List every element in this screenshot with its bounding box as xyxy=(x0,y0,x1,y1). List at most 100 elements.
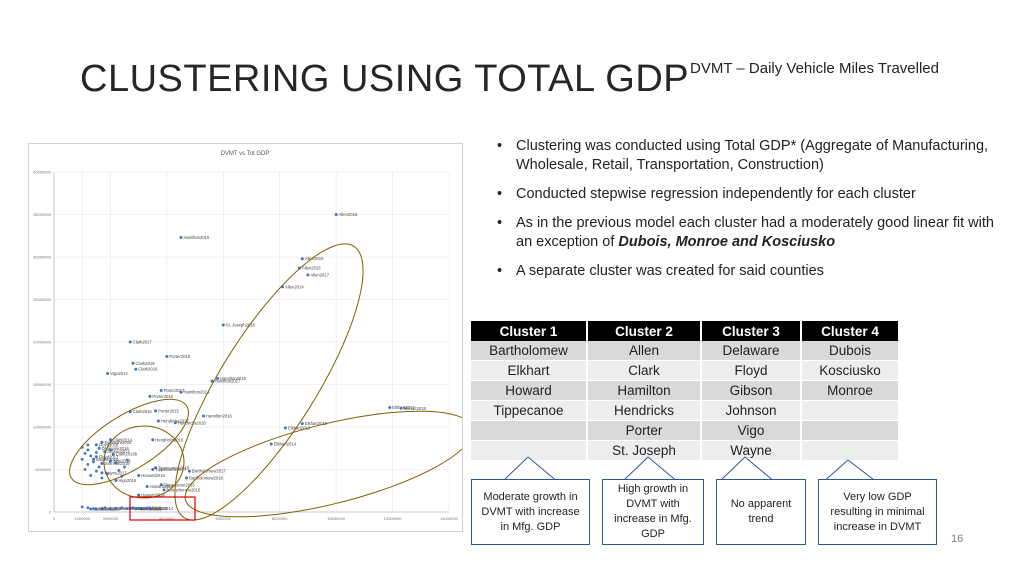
data-point xyxy=(159,388,163,392)
data-point xyxy=(399,406,403,410)
table-cell xyxy=(801,420,900,441)
data-point-label: Allen2014 xyxy=(285,284,304,289)
y-tick-label: 30000000 xyxy=(33,255,52,260)
data-point xyxy=(283,426,287,430)
data-point-label: Delaware2016 xyxy=(102,446,130,451)
table-header-cell: Cluster 1 xyxy=(471,321,588,341)
data-point-label: Howard2014 xyxy=(141,493,165,498)
data-point xyxy=(156,419,160,423)
table-cell: Delaware xyxy=(701,341,802,361)
data-point xyxy=(86,448,90,452)
data-point-label: Hendricks2018 xyxy=(178,420,207,425)
data-point xyxy=(111,452,115,456)
data-point xyxy=(334,213,338,216)
bullet-text: As in the previous model each cluster ha… xyxy=(516,215,994,250)
data-point xyxy=(100,507,104,511)
data-point xyxy=(94,507,98,511)
table-cell: Hendricks xyxy=(587,400,702,421)
scatter-chart: DVMT vs Tot GDP 0 5000000 10000000 15000000… xyxy=(28,143,463,532)
table-cell: St. Joseph xyxy=(587,440,702,461)
data-point xyxy=(108,459,112,463)
data-point xyxy=(97,465,101,469)
chart-title: DVMT vs Tot GDP xyxy=(221,151,270,157)
data-point xyxy=(159,483,163,487)
bullet-list: • Clustering was conducted using Total G… xyxy=(497,137,1012,291)
data-point xyxy=(125,458,129,462)
data-point-label: Clark2017 xyxy=(133,340,153,345)
data-point-label: Porter2017 xyxy=(164,388,185,393)
table-cell xyxy=(471,440,588,461)
data-point-label: Bartholomew2018 xyxy=(189,476,223,481)
bullet-dot: • xyxy=(497,263,503,279)
data-point-label: Howard2016 xyxy=(150,484,174,489)
data-point xyxy=(83,468,87,471)
x-tick-label: 10000000 xyxy=(327,516,346,521)
x-tick-label: 1000000 xyxy=(74,516,90,521)
x-tick-label: 8000000 xyxy=(272,516,288,521)
data-point xyxy=(86,443,90,447)
data-point-label: Tippecanoe2015 xyxy=(164,482,196,487)
table-cell: Vigo xyxy=(701,420,802,441)
data-point-label: Gibson2017 xyxy=(107,449,130,454)
x-tick-label: 12000000 xyxy=(384,516,403,521)
bullet-item: • Conducted stepwise regression independ… xyxy=(497,185,1012,204)
table-cell: Hamilton xyxy=(587,380,702,401)
bullet-item: • As in the previous model each cluster … xyxy=(497,214,1012,252)
data-point xyxy=(162,488,166,492)
y-tick-label: 25000000 xyxy=(33,297,52,302)
table-cell: Floyd xyxy=(701,360,802,381)
data-point xyxy=(108,438,112,442)
table-cell: Porter xyxy=(587,420,702,441)
cluster-overlays xyxy=(69,243,462,521)
data-point xyxy=(80,505,84,509)
data-point-label: Vigo2014 xyxy=(110,371,128,376)
table-cell xyxy=(801,400,900,421)
data-point xyxy=(80,457,84,461)
dvmt-definition: DVMT – Daily Vehicle Miles Travelled xyxy=(690,60,939,77)
scatter-chart-svg: DVMT vs Tot GDP 050000001000000015000000… xyxy=(33,151,462,521)
data-point xyxy=(145,506,149,510)
data-point xyxy=(137,506,141,510)
y-tick-label: 15000000 xyxy=(33,382,52,387)
table-row: St. Joseph Wayne xyxy=(471,440,900,461)
data-point-label: Bartholomew2015 xyxy=(167,487,201,492)
data-point-label: Delaware2018 xyxy=(104,440,132,445)
bullet-text: A separate cluster was created for said … xyxy=(516,263,824,279)
data-point xyxy=(151,438,155,442)
x-tick-label: 6000000 xyxy=(215,516,231,521)
data-point-label: Wayne2018 xyxy=(96,457,119,462)
data-point-label: Hamilton2017 xyxy=(215,379,242,384)
data-point xyxy=(148,506,152,510)
callout-cluster-1: Moderate growth in DVMT with increase in… xyxy=(471,479,590,545)
data-point-label: Porter2016 xyxy=(152,394,173,399)
data-point-label: Hamilton2014 xyxy=(183,390,210,395)
data-point xyxy=(139,507,143,511)
page-number: 16 xyxy=(951,533,964,545)
data-point-label: St. Joseph2018 xyxy=(226,323,256,328)
data-point-label: Allen2015 xyxy=(302,266,321,271)
data-point xyxy=(94,443,98,447)
data-point xyxy=(114,461,118,465)
data-point xyxy=(388,405,392,409)
y-tick-label: 40000000 xyxy=(33,170,52,175)
bullet-text: Conducted stepwise regression independen… xyxy=(516,186,916,202)
bullet-emphasis: Dubois, Monroe and Kosciusko xyxy=(618,234,836,250)
table-header-cell: Cluster 4 xyxy=(801,321,900,341)
data-point xyxy=(114,506,118,510)
data-point xyxy=(134,507,138,511)
data-point xyxy=(92,507,95,510)
data-point-label: Vigo2018 xyxy=(113,459,131,464)
x-tick-label: 0 xyxy=(53,516,56,521)
data-point-label: Allen2018 xyxy=(339,212,358,217)
low-gdp-highlight-box xyxy=(129,496,196,521)
x-tick-label: 2000000 xyxy=(103,516,119,521)
slide-title: CLUSTERING USING TOTAL GDP xyxy=(80,58,690,100)
cluster-ellipse xyxy=(174,243,364,521)
data-point-label: Vigo2016 xyxy=(119,478,137,483)
data-point xyxy=(86,506,90,510)
data-point xyxy=(92,460,95,464)
table-cell: Allen xyxy=(587,341,702,361)
y-tick-label: 20000000 xyxy=(33,340,52,345)
data-point-label: Allen2017 xyxy=(310,272,329,277)
table-row: Bartholomew Allen Delaware Dubois xyxy=(471,341,900,361)
